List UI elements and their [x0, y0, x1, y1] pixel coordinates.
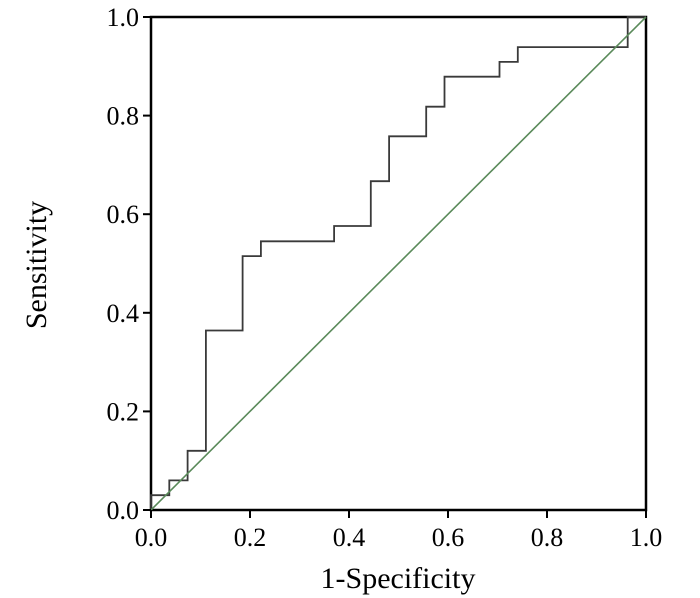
x-tick-label: 0.0 [135, 523, 168, 552]
roc-curve [150, 16, 646, 510]
plot-area [149, 15, 648, 512]
y-axis-title: Sensitivity [20, 201, 53, 329]
plot-frame [149, 15, 648, 512]
x-axis-title: 1-Specificity [321, 562, 476, 595]
y-tick-label: 0.0 [107, 496, 140, 525]
x-tick-label: 0.2 [234, 523, 267, 552]
x-tick-label: 1.0 [630, 523, 663, 552]
y-tick-label: 0.6 [107, 200, 140, 229]
y-axis-ticks: 0.0 0.2 0.4 0.6 0.8 1.0 [107, 3, 151, 525]
x-tick-label: 0.8 [531, 523, 564, 552]
x-tick-label: 0.6 [432, 523, 465, 552]
reference-diagonal [150, 16, 647, 511]
x-tick-label: 0.4 [333, 523, 366, 552]
y-tick-label: 0.8 [107, 102, 140, 131]
x-axis-ticks: 0.0 0.2 0.4 0.6 0.8 1.0 [135, 510, 663, 552]
y-tick-label: 0.2 [107, 397, 140, 426]
y-tick-label: 0.4 [107, 299, 140, 328]
y-tick-label: 1.0 [107, 3, 140, 32]
